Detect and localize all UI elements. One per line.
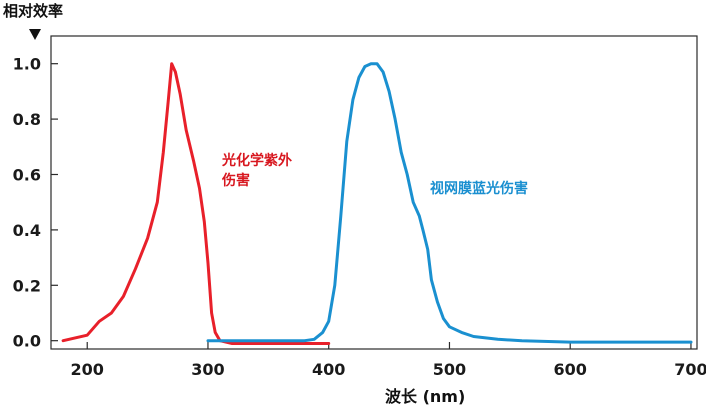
- series-layer: [61, 62, 693, 345]
- annotation-uv-hazard: 光化学紫外: [221, 152, 292, 169]
- x-tick-label: 400: [312, 360, 345, 379]
- y-tick-label: 0.8: [13, 110, 41, 129]
- x-axis: 200 300 400 500 600 700: [71, 342, 706, 379]
- y-axis: 0.0 0.2 0.4 0.6 0.8 1.0: [13, 55, 58, 351]
- series-line-uv-hazard: [61, 62, 331, 345]
- annotation-bluelight-hazard: 视网膜蓝光伤害: [430, 180, 528, 197]
- series-line-bluelight-hazard: [206, 62, 693, 344]
- y-tick-label: 0.4: [13, 221, 41, 240]
- annotation-uv-hazard: 伤害: [221, 172, 250, 189]
- x-axis-label: 波长 (nm): [385, 387, 465, 406]
- y-axis-arrow-icon: [29, 29, 41, 40]
- y-tick-label: 0.2: [13, 276, 41, 295]
- x-tick-label: 500: [433, 360, 466, 379]
- y-tick-label: 0.0: [13, 332, 41, 351]
- y-axis-label: 相对效率: [3, 2, 63, 20]
- y-tick-label: 0.6: [13, 165, 41, 184]
- x-tick-label: 600: [554, 360, 587, 379]
- x-tick-label: 700: [674, 360, 706, 379]
- x-tick-label: 200: [71, 360, 104, 379]
- plot-frame: [50, 35, 698, 350]
- x-tick-label: 300: [191, 360, 224, 379]
- y-tick-label: 1.0: [13, 55, 41, 74]
